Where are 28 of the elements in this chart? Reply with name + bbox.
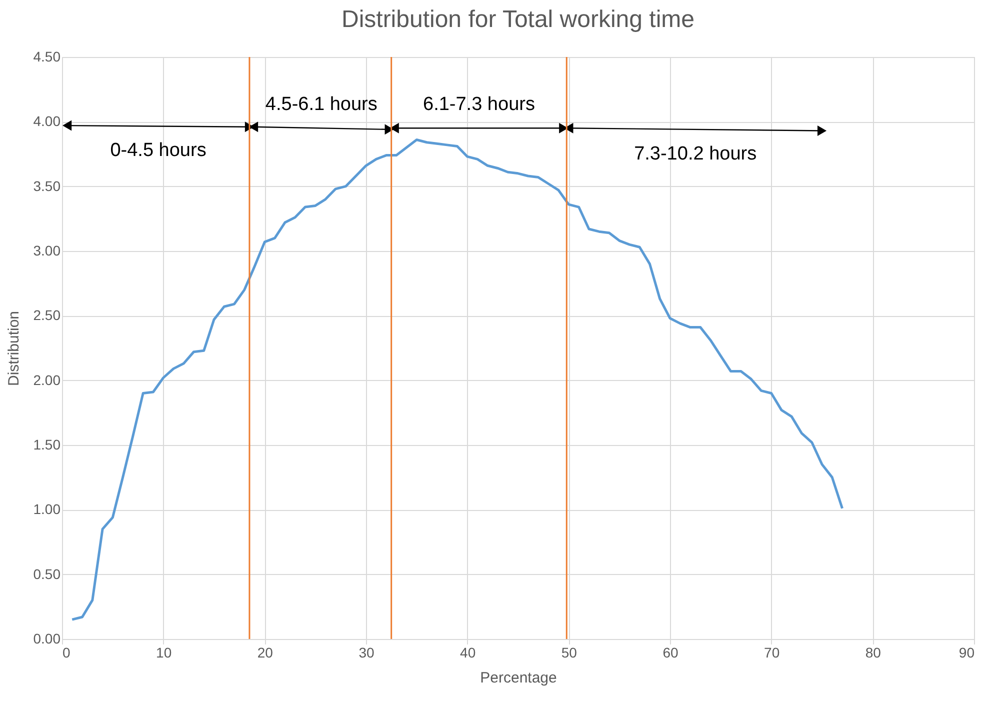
x-tick-label: 60 (662, 644, 678, 660)
x-tick-label: 40 (460, 644, 476, 660)
y-tick-label: 2.00 (33, 372, 61, 388)
y-axis-title: Distribution (5, 310, 22, 386)
y-tick-label: 1.50 (33, 436, 61, 452)
y-tick-label: 4.00 (33, 113, 61, 130)
y-tick-label: 2.50 (33, 307, 61, 324)
annotation: 4.5-6.1 hours (265, 94, 378, 116)
chart-title: Distribution for Total working time (341, 6, 695, 33)
x-tick-label: 70 (764, 644, 780, 660)
x-tick-label: 10 (156, 644, 172, 660)
x-tick-label: 30 (358, 644, 374, 660)
y-tick-label: 0.50 (33, 566, 61, 582)
line-series (70, 138, 844, 621)
y-tick-label: 4.50 (33, 48, 61, 64)
y-tick-label: 3.50 (33, 178, 61, 194)
x-tick-label: 90 (958, 644, 975, 660)
annotation: 7.3-10.2 hours (634, 143, 757, 164)
x-axis-title: Percentage (480, 670, 557, 686)
x-tick-label: 20 (257, 644, 274, 660)
x-tick-label: 0 (62, 644, 70, 660)
x-tick-label: 80 (865, 644, 882, 660)
x-tick-label: 50 (561, 644, 578, 660)
y-tick-label: 1.00 (33, 501, 61, 518)
annotation: 6.1-7.3 hours (423, 94, 535, 116)
annotation: 0-4.5 hours (110, 140, 206, 162)
y-tick-label: 0.00 (33, 630, 61, 646)
y-tick-label: 3.00 (33, 242, 61, 258)
